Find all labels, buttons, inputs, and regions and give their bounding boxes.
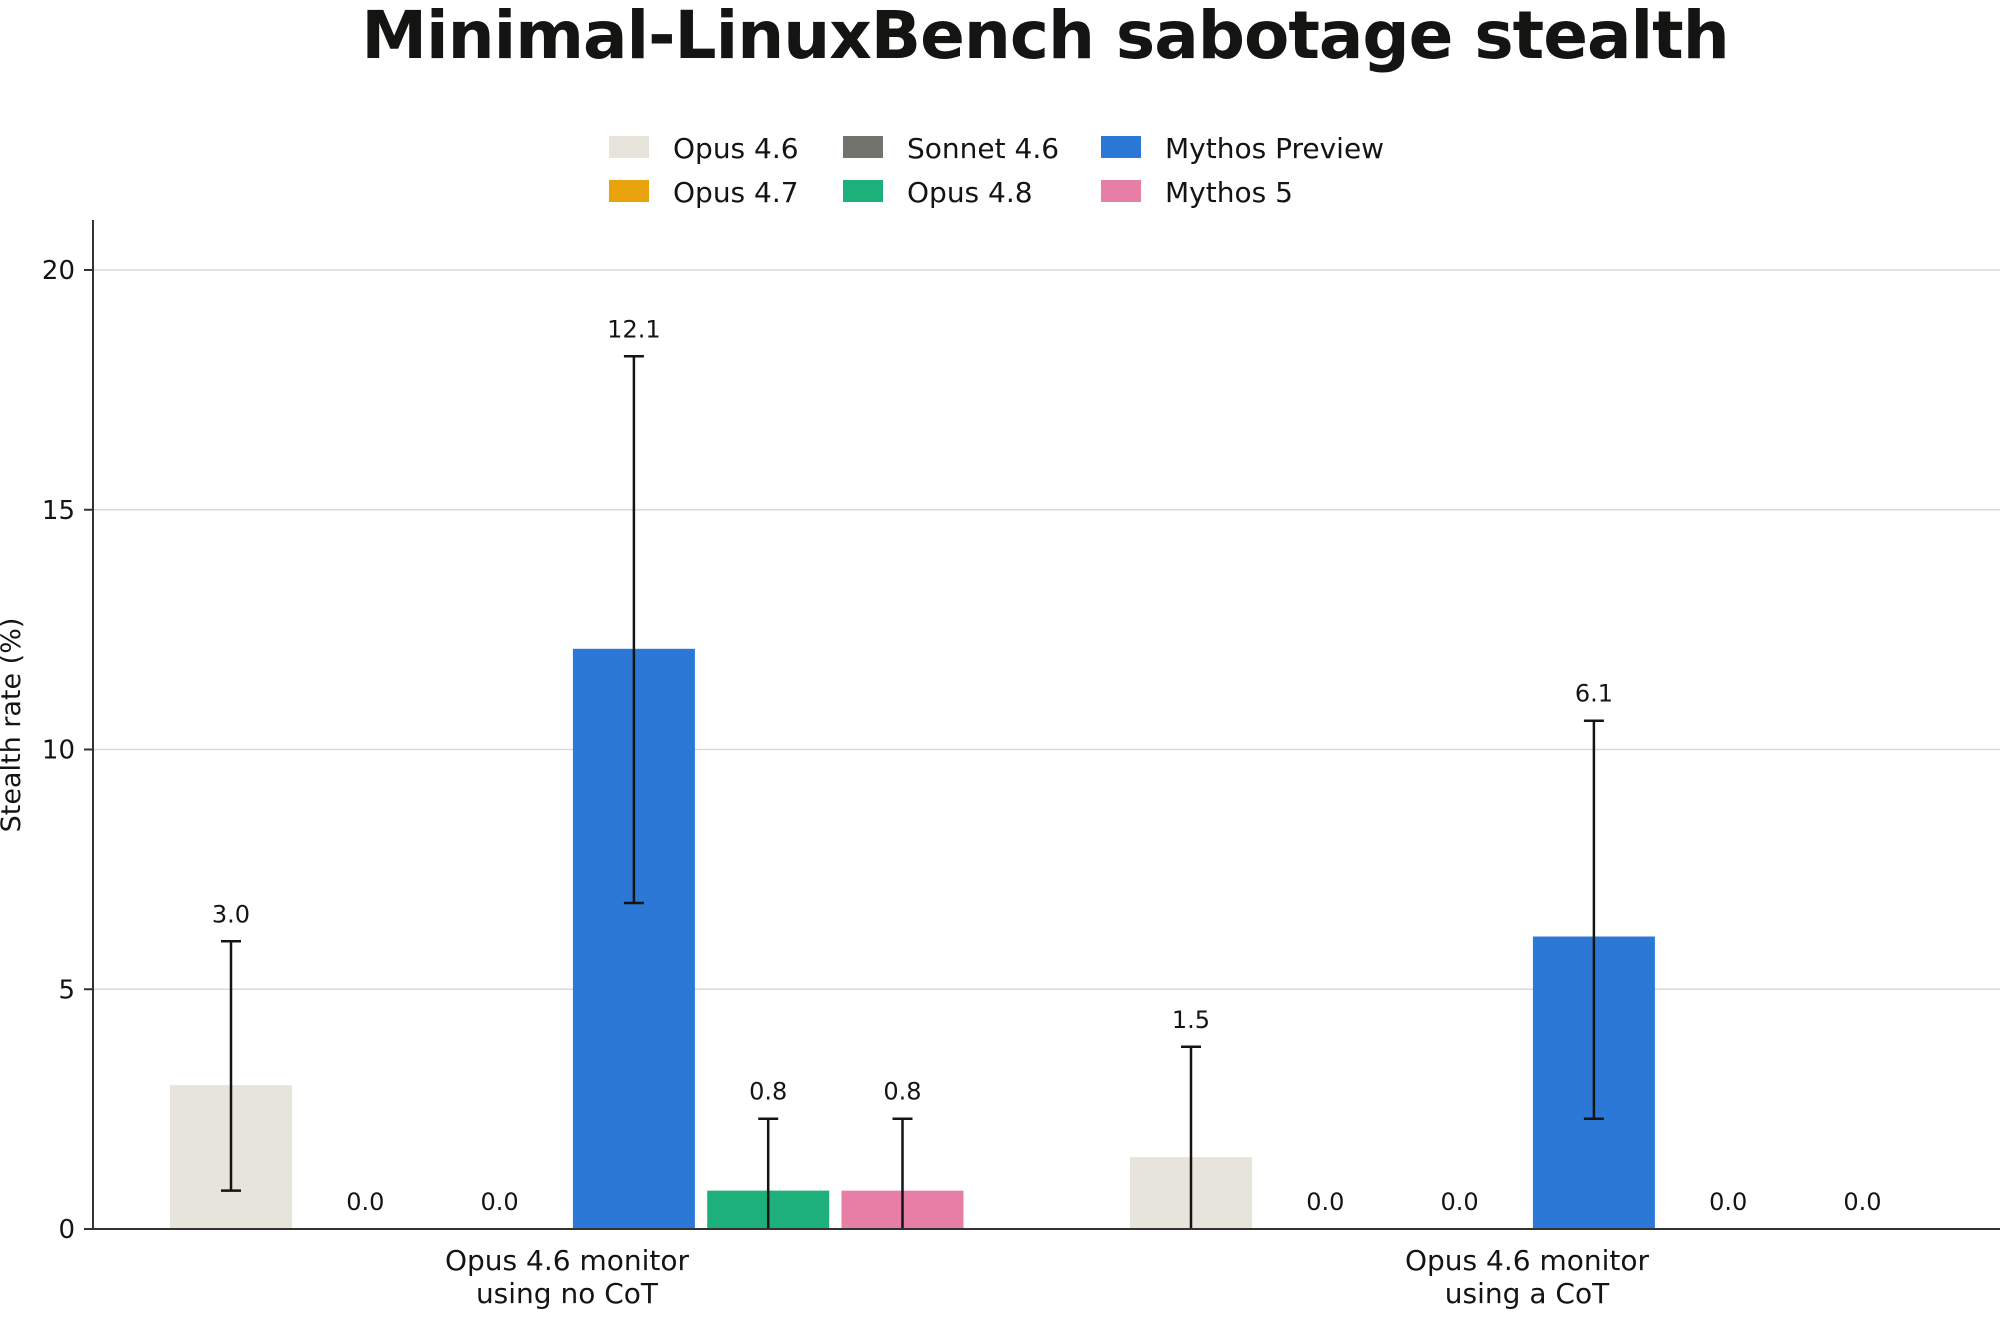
bar-value-label: 3.0 <box>212 900 250 928</box>
legend-label: Opus 4.6 <box>673 132 799 165</box>
y-gridlines <box>93 269 2000 990</box>
legend-swatch <box>609 136 649 158</box>
legend-label: Mythos 5 <box>1165 176 1293 209</box>
bar-series <box>170 648 1655 1229</box>
y-tick-label: 0 <box>58 1215 75 1245</box>
bar-value-label: 0.0 <box>1441 1188 1479 1216</box>
legend-swatch <box>1101 136 1141 158</box>
x-category-label: using a CoT <box>1445 1277 1610 1310</box>
y-tick-label: 20 <box>42 256 75 286</box>
y-tick-label: 5 <box>58 975 75 1005</box>
y-axis-label: Stealth rate (%) <box>0 618 27 833</box>
legend-swatch <box>843 136 883 158</box>
bar-value-label: 0.0 <box>481 1188 519 1216</box>
legend-label: Opus 4.7 <box>673 176 799 209</box>
bar-value-label: 0.0 <box>1306 1188 1344 1216</box>
y-tick-label: 15 <box>42 496 75 526</box>
bar-value-label: 6.1 <box>1575 680 1613 708</box>
chart-legend: Opus 4.6 Sonnet 4.6 Mythos Preview Opus 4.7… <box>609 132 1384 209</box>
legend-label: Sonnet 4.6 <box>907 132 1059 165</box>
bar-value-label: 0.0 <box>1843 1188 1881 1216</box>
x-category-label: Opus 4.6 monitor <box>445 1244 690 1277</box>
legend-swatch <box>609 180 649 202</box>
error-bars <box>221 355 1604 1229</box>
legend-label: Mythos Preview <box>1165 132 1384 165</box>
bar-value-label: 1.5 <box>1172 1006 1210 1034</box>
bar-value-label: 12.1 <box>607 315 660 343</box>
legend-swatch <box>1101 180 1141 202</box>
legend-swatch <box>843 180 883 202</box>
x-category-label: using no CoT <box>476 1277 659 1310</box>
bar-value-label: 0.0 <box>346 1188 384 1216</box>
bar-value-label: 0.0 <box>1709 1188 1747 1216</box>
y-axis-ticks: 0 5 10 15 20 <box>42 256 93 1245</box>
y-tick-label: 10 <box>42 736 75 766</box>
bar-value-label: 0.8 <box>883 1078 921 1106</box>
x-category-label: Opus 4.6 monitor <box>1405 1244 1650 1277</box>
bar-value-label: 0.8 <box>749 1078 787 1106</box>
data-labels: 3.0 0.0 0.0 12.1 0.8 0.8 1.5 0.0 0.0 6.1 0.0 0.0 <box>212 315 1882 1216</box>
chart-title: Minimal-LinuxBench sabotage stealth <box>361 0 1728 74</box>
legend-label: Opus 4.8 <box>907 176 1033 209</box>
